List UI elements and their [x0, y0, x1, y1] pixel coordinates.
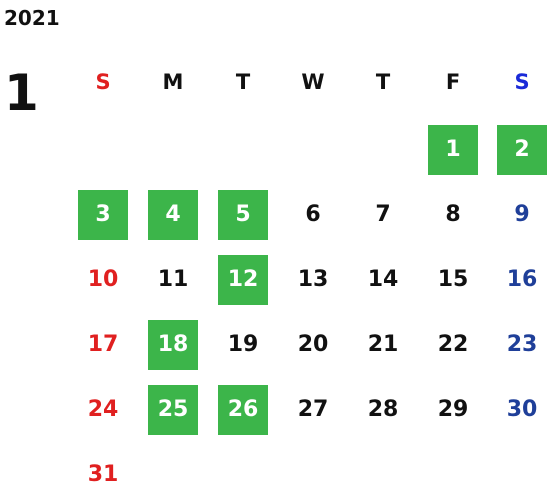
day-cell-15[interactable]: 15 — [437, 267, 469, 292]
day-cell-22[interactable]: 22 — [437, 332, 469, 357]
weekday-thu: T — [375, 70, 391, 94]
day-cell-31[interactable]: 31 — [87, 462, 119, 487]
day-cell-18[interactable]: 18 — [148, 320, 198, 370]
day-cell-26[interactable]: 26 — [218, 385, 268, 435]
day-cell-17[interactable]: 17 — [87, 332, 119, 357]
day-cell-11[interactable]: 11 — [157, 267, 189, 292]
day-cell-30[interactable]: 30 — [506, 397, 538, 422]
day-cell-3[interactable]: 3 — [78, 190, 128, 240]
day-cell-16[interactable]: 16 — [506, 267, 538, 292]
weekday-sun: S — [95, 70, 111, 94]
weekday-header: S M T W T F S — [0, 62, 548, 102]
day-cell-1[interactable]: 1 — [428, 125, 478, 175]
day-cell-9[interactable]: 9 — [514, 202, 530, 227]
day-cell-5[interactable]: 5 — [218, 190, 268, 240]
day-cell-29[interactable]: 29 — [437, 397, 469, 422]
day-cell-7[interactable]: 7 — [375, 202, 391, 227]
day-cell-27[interactable]: 27 — [297, 397, 329, 422]
day-cell-24[interactable]: 24 — [87, 397, 119, 422]
day-cell-8[interactable]: 8 — [445, 202, 461, 227]
year-label: 2021 — [4, 6, 60, 30]
day-cell-28[interactable]: 28 — [367, 397, 399, 422]
weekday-wed: W — [301, 70, 325, 94]
weekday-sat: S — [514, 70, 530, 94]
day-cell-14[interactable]: 14 — [367, 267, 399, 292]
day-cell-6[interactable]: 6 — [305, 202, 321, 227]
day-cell-12[interactable]: 12 — [218, 255, 268, 305]
day-cell-21[interactable]: 21 — [367, 332, 399, 357]
day-cell-2[interactable]: 2 — [497, 125, 547, 175]
day-cell-19[interactable]: 19 — [227, 332, 259, 357]
day-cell-20[interactable]: 20 — [297, 332, 329, 357]
weekday-mon: M — [162, 70, 184, 94]
weekday-tue: T — [235, 70, 251, 94]
month-number: 1 — [4, 64, 39, 122]
weekday-fri: F — [445, 70, 461, 94]
day-cell-25[interactable]: 25 — [148, 385, 198, 435]
day-cell-10[interactable]: 10 — [87, 267, 119, 292]
day-cell-13[interactable]: 13 — [297, 267, 329, 292]
day-cell-4[interactable]: 4 — [148, 190, 198, 240]
day-cell-23[interactable]: 23 — [506, 332, 538, 357]
